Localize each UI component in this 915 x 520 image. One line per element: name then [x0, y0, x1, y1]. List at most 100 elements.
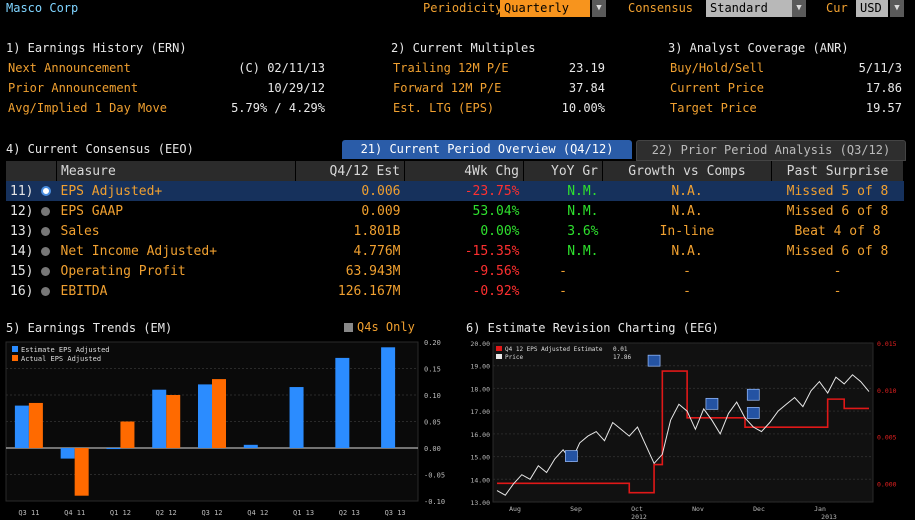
estimate-cell: 0.009 [361, 203, 401, 219]
currency-label: Cur [826, 1, 848, 15]
chg-cell: -9.56% [472, 263, 520, 279]
measure-cell[interactable]: Operating Profit [60, 263, 186, 279]
table-row[interactable]: 15) Operating Profit 63.943M -9.56% - - … [6, 261, 904, 281]
surprise-cell[interactable]: Beat 4 of 8 [794, 223, 881, 239]
radio-icon[interactable] [41, 206, 51, 216]
left-tick-label: 18.00 [470, 385, 490, 393]
currency-dropdown-icon[interactable]: ▼ [890, 0, 904, 17]
measure-cell[interactable]: Sales [60, 223, 100, 239]
x-tick-label: Dec [753, 505, 765, 513]
left-tick-label: 20.00 [470, 340, 490, 348]
multiples-label-trailing: Trailing 12M P/E [393, 61, 509, 75]
estimate-bar [152, 389, 167, 448]
periodicity-dropdown-icon[interactable]: ▼ [592, 0, 606, 17]
q4s-only-toggle[interactable]: Q4s Only [344, 320, 415, 334]
actual-bar [120, 421, 135, 448]
col-4wk-chg[interactable]: 4Wk Chg [404, 161, 524, 181]
comps-cell: - [683, 283, 691, 299]
surprise-cell[interactable]: Missed 6 of 8 [786, 243, 889, 259]
col-past-surprise[interactable]: Past Surprise [771, 161, 904, 181]
x-tick-label: Q3 13 [385, 509, 406, 517]
surprise-cell[interactable]: Missed 6 of 8 [786, 203, 889, 219]
table-row[interactable]: 14) Net Income Adjusted+ 4.776M -15.35% … [6, 241, 904, 261]
consensus-dropdown-icon[interactable]: ▼ [792, 0, 806, 17]
comps-cell: N.A. [602, 181, 772, 201]
radio-icon[interactable] [41, 266, 51, 276]
col-estimate[interactable]: Q4/12 Est [295, 161, 405, 181]
actual-bar [166, 395, 181, 448]
row-index: 11) [10, 183, 34, 199]
radio-icon[interactable] [41, 226, 51, 236]
legend-value: 17.86 [613, 354, 631, 361]
anr-value-price: 17.86 [865, 81, 902, 95]
event-marker-icon [705, 397, 719, 410]
left-tick-label: 16.00 [470, 431, 490, 439]
actual-bar [74, 448, 89, 496]
right-tick-label: 0.005 [877, 434, 897, 442]
tab-prior-period[interactable]: 22) Prior Period Analysis (Q3/12) [636, 140, 906, 161]
yoy-cell: N.M. [523, 181, 603, 201]
col-yoy-gr[interactable]: YoY Gr [523, 161, 603, 181]
multiples-value-forward: 37.84 [568, 81, 605, 95]
table-row[interactable]: 11) EPS Adjusted+ 0.006 -23.75% N.M. N.A… [6, 181, 904, 201]
chg-cell: -15.35% [464, 243, 520, 259]
checkbox-icon[interactable] [344, 323, 353, 332]
current-consensus-title[interactable]: 4) Current Consensus (EEO) [6, 142, 194, 156]
radio-icon[interactable] [41, 246, 51, 256]
measure-cell[interactable]: Net Income Adjusted+ [60, 243, 218, 259]
consensus-table: Measure Q4/12 Est 4Wk Chg YoY Gr Growth … [6, 161, 904, 301]
col-measure[interactable]: Measure [56, 161, 296, 181]
table-row[interactable]: 16) EBITDA 126.167M -0.92% - - - [6, 281, 904, 301]
right-tick-label: 0.000 [877, 480, 897, 488]
surprise-cell[interactable]: - [833, 263, 842, 279]
currency-select[interactable]: USD [856, 0, 888, 17]
estimate-cell: 4.776M [353, 243, 401, 259]
event-marker-icon [746, 407, 760, 419]
radio-icon[interactable] [41, 286, 51, 296]
legend-label: Q4 12 EPS Adjusted Estimate [505, 346, 603, 353]
comps-cell: N.A. [671, 243, 703, 259]
table-row[interactable]: 12) EPS GAAP 0.009 53.04% N.M. N.A. Miss… [6, 201, 904, 221]
actual-bar [28, 402, 43, 448]
tab-current-period[interactable]: 21) Current Period Overview (Q4/12) [342, 140, 632, 159]
left-tick-label: 13.00 [470, 499, 490, 507]
measure-cell[interactable]: EPS GAAP [60, 203, 124, 219]
estimate-revision-chart: 20.00 19.00 18.00 17.00 16.00 15.00 14.00 13.00… [470, 340, 897, 520]
event-marker-icon [647, 354, 661, 367]
estimate-bar [106, 448, 121, 450]
consensus-select[interactable]: Standard [706, 0, 792, 17]
analyst-coverage-title[interactable]: 3) Analyst Coverage (ANR) [668, 41, 849, 55]
x-tick-label: Sep [570, 505, 582, 513]
estimate-cell: 63.943M [345, 263, 401, 279]
radio-selected-icon[interactable] [41, 186, 52, 196]
y-tick-label: 0.10 [424, 392, 441, 400]
company-name: Masco Corp [6, 1, 79, 15]
estimate-revision-title[interactable]: 6) Estimate Revision Charting (EEG) [466, 321, 719, 335]
row-index: 13) [10, 223, 34, 239]
y-tick-label: 0.20 [424, 339, 441, 347]
row-index-cell: 16) [6, 281, 57, 301]
header-blank [6, 161, 57, 181]
periodicity-select[interactable]: Quarterly [500, 0, 590, 17]
estimate-bar [60, 448, 75, 459]
surprise-cell[interactable]: - [833, 283, 842, 299]
earnings-trends-title[interactable]: 5) Earnings Trends (EM) [6, 321, 173, 335]
earnings-trends-chart: 0.20 0.15 0.10 0.05 0.00 -0.05 -0.10 Q3 11 Q4 11… [5, 339, 445, 517]
comps-cell: - [683, 263, 691, 279]
table-row[interactable]: 13) Sales 1.801B 0.00% 3.6% In-line Beat… [6, 221, 904, 241]
ern-value-move: 5.79% / 4.29% [231, 101, 325, 115]
measure-cell[interactable]: EBITDA [60, 283, 108, 299]
earnings-history-title[interactable]: 1) Earnings History (ERN) [6, 41, 187, 55]
x-tick-label: Q1 12 [110, 509, 131, 517]
row-index-cell: 15) [6, 261, 57, 281]
surprise-cell[interactable]: Missed 5 of 8 [771, 181, 904, 201]
y-tick-label: -0.05 [424, 472, 445, 480]
legend-swatch [12, 346, 18, 352]
multiples-value-trailing: 23.19 [568, 61, 605, 75]
estimate-cell: 126.167M [337, 283, 401, 299]
anr-label-target: Target Price [670, 101, 757, 115]
x-tick-label: Oct [631, 505, 643, 513]
measure-cell[interactable]: EPS Adjusted+ [56, 181, 296, 201]
q4s-only-label: Q4s Only [357, 320, 415, 334]
col-growth-vs-comps[interactable]: Growth vs Comps [602, 161, 772, 181]
